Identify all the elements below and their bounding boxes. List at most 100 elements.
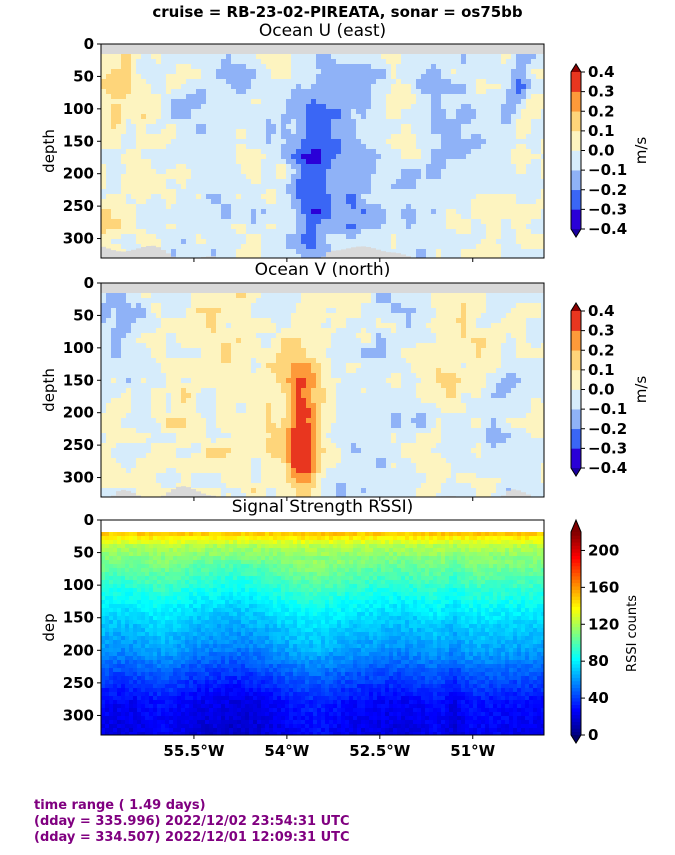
heat-cell bbox=[306, 219, 311, 225]
heat-cell bbox=[476, 139, 481, 145]
heat-cell bbox=[371, 234, 376, 240]
heat-cell bbox=[476, 194, 481, 200]
heat-cell bbox=[241, 293, 246, 299]
heat-cell bbox=[121, 174, 126, 180]
heat-cell bbox=[151, 338, 156, 344]
heat-cell bbox=[236, 104, 241, 110]
heat-cell bbox=[236, 244, 241, 250]
heat-cell bbox=[436, 94, 441, 100]
heat-cell bbox=[431, 79, 436, 85]
heat-cell bbox=[206, 448, 211, 454]
heat-cell bbox=[191, 388, 196, 394]
heat-cell bbox=[166, 398, 171, 404]
heat-cell bbox=[116, 139, 121, 145]
heat-cell bbox=[206, 104, 211, 110]
heat-cell bbox=[521, 174, 526, 180]
heat-cell bbox=[201, 478, 206, 484]
heat-cell bbox=[216, 139, 221, 145]
heat-cell bbox=[466, 244, 471, 250]
heat-cell bbox=[146, 159, 151, 165]
heat-cell bbox=[186, 254, 191, 259]
heat-cell bbox=[506, 74, 511, 80]
heat-cell bbox=[251, 308, 256, 314]
heat-cell bbox=[506, 99, 511, 105]
heat-cell bbox=[536, 244, 541, 250]
heat-cell bbox=[296, 74, 301, 80]
heat-cell bbox=[376, 239, 381, 245]
heat-cell bbox=[161, 353, 166, 359]
heat-cell bbox=[211, 463, 216, 469]
heat-cell bbox=[346, 159, 351, 165]
heat-cell bbox=[196, 149, 201, 155]
heat-cell bbox=[101, 378, 106, 384]
heat-cell bbox=[186, 79, 191, 85]
heat-cell bbox=[131, 174, 136, 180]
heat-cell bbox=[471, 254, 476, 259]
heat-cell bbox=[241, 74, 246, 80]
heat-cell bbox=[161, 398, 166, 404]
heat-cell bbox=[531, 104, 536, 110]
heat-cell bbox=[136, 438, 141, 444]
heat-cell bbox=[146, 139, 151, 145]
heat-cell bbox=[341, 149, 346, 155]
heat-cell bbox=[491, 254, 496, 259]
heat-cell bbox=[151, 418, 156, 424]
heat-cell bbox=[516, 64, 521, 70]
heat-cell bbox=[151, 413, 156, 419]
heat-cell bbox=[236, 214, 241, 220]
heat-cell bbox=[206, 74, 211, 80]
heat-cell bbox=[501, 224, 506, 230]
heat-cell bbox=[156, 104, 161, 110]
heat-cell bbox=[191, 149, 196, 155]
heat-cell bbox=[236, 303, 241, 309]
heat-cell bbox=[196, 234, 201, 240]
heat-cell bbox=[216, 353, 221, 359]
heat-cell bbox=[496, 139, 501, 145]
heat-cell bbox=[171, 164, 176, 170]
heat-cell bbox=[246, 134, 251, 140]
heat-cell bbox=[211, 64, 216, 70]
heat-cell bbox=[276, 104, 281, 110]
heat-cell bbox=[131, 204, 136, 210]
heat-cell bbox=[176, 69, 181, 75]
heat-cell bbox=[241, 423, 246, 429]
heat-cell bbox=[176, 453, 181, 459]
heat-cell bbox=[126, 244, 131, 250]
heat-cell bbox=[441, 84, 446, 90]
heat-cell bbox=[251, 438, 256, 444]
heat-cell bbox=[256, 224, 261, 230]
heat-cell bbox=[271, 209, 276, 215]
heat-cell bbox=[391, 124, 396, 130]
heat-cell bbox=[451, 149, 456, 155]
heat-cell bbox=[446, 239, 451, 245]
heat-cell bbox=[506, 199, 511, 205]
heat-cell bbox=[206, 428, 211, 434]
heat-cell bbox=[221, 478, 226, 484]
heat-cell bbox=[361, 134, 366, 140]
heat-cell bbox=[276, 224, 281, 230]
heat-cell bbox=[241, 144, 246, 150]
heat-cell bbox=[216, 179, 221, 185]
heat-cell bbox=[161, 443, 166, 449]
heat-cell bbox=[206, 458, 211, 464]
heat-cell bbox=[206, 333, 211, 339]
heat-cell bbox=[141, 99, 146, 105]
heat-cell bbox=[116, 184, 121, 190]
heat-cell bbox=[541, 189, 544, 195]
heat-cell bbox=[331, 234, 336, 240]
heat-cell bbox=[146, 388, 151, 394]
heat-cell bbox=[191, 468, 196, 474]
heat-cell bbox=[366, 209, 371, 215]
heat-cell bbox=[271, 54, 276, 60]
heat-cell bbox=[186, 149, 191, 155]
heat-cell bbox=[171, 224, 176, 230]
heat-cell bbox=[251, 473, 256, 479]
heat-cell bbox=[156, 119, 161, 125]
heat-cell bbox=[196, 463, 201, 469]
heat-cell bbox=[216, 119, 221, 125]
heat-cell bbox=[191, 353, 196, 359]
heat-cell bbox=[381, 114, 386, 120]
heat-cell bbox=[421, 59, 426, 65]
heat-cell bbox=[151, 164, 156, 170]
heat-cell bbox=[466, 254, 471, 259]
